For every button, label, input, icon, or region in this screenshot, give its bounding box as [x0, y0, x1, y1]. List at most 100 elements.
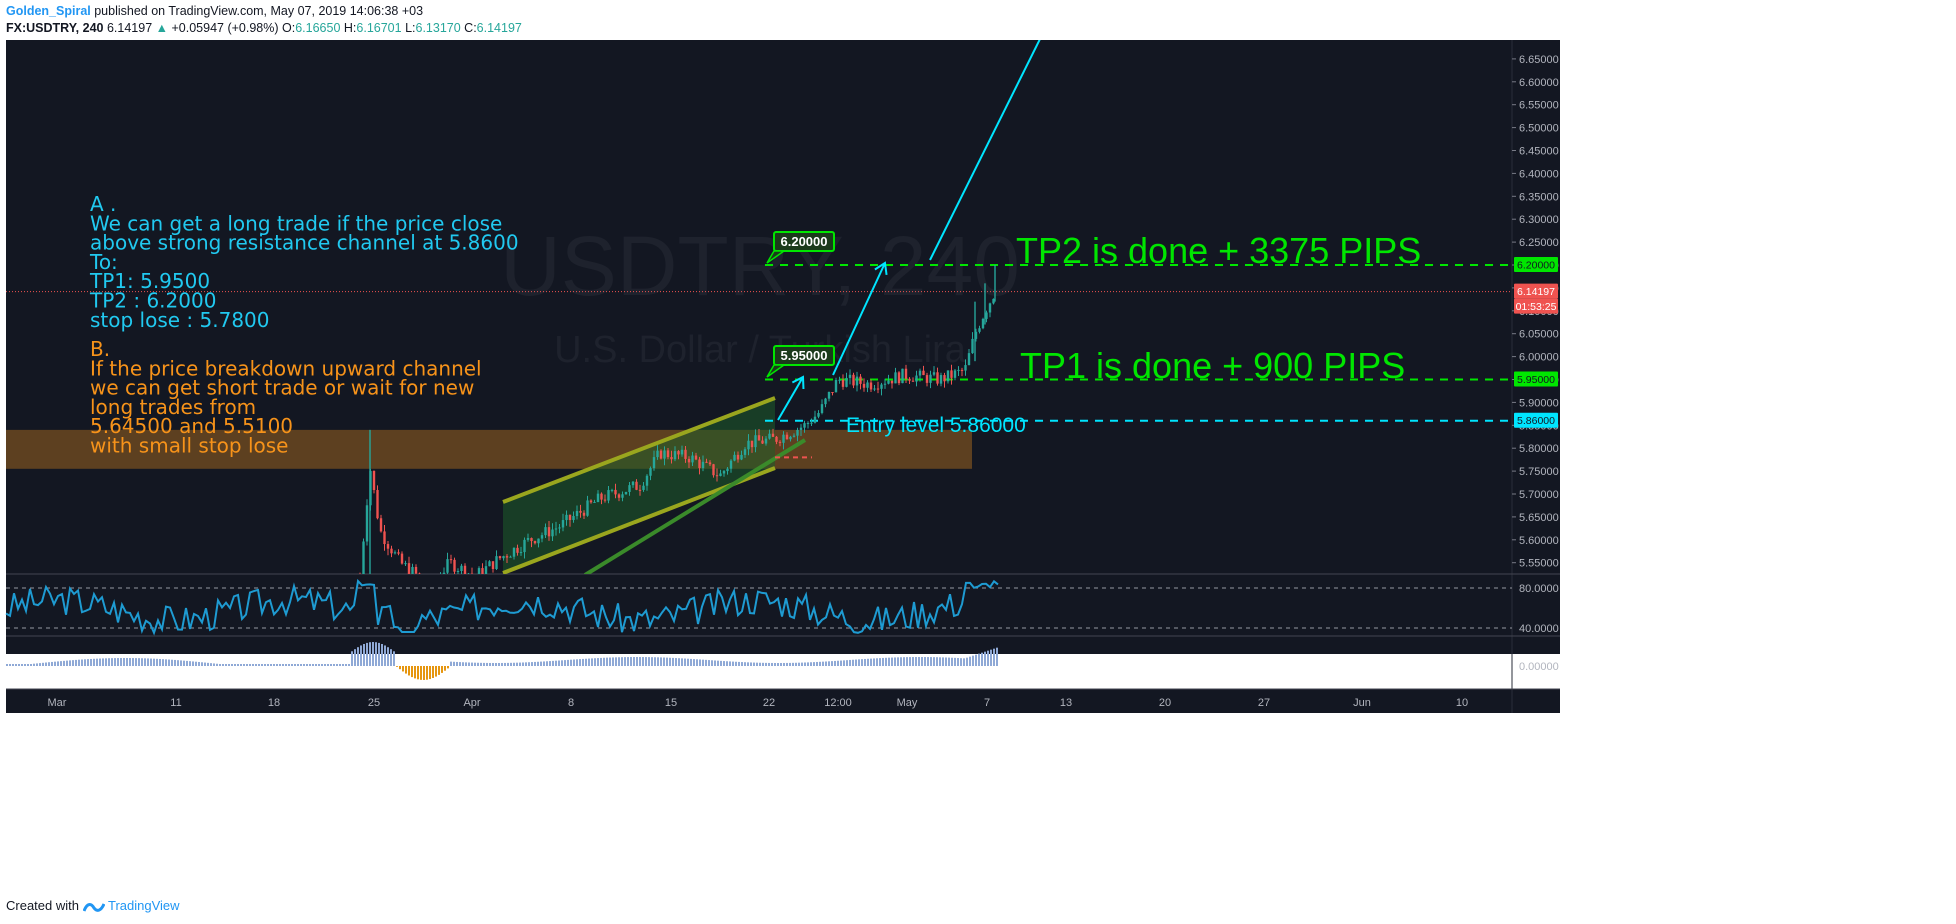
candle[interactable]	[645, 474, 649, 491]
candle[interactable]	[467, 573, 470, 584]
candle[interactable]	[533, 540, 537, 545]
trendline[interactable]	[583, 438, 807, 575]
candle[interactable]	[880, 382, 883, 396]
candle[interactable]	[572, 511, 575, 523]
candle[interactable]	[666, 447, 670, 460]
candle[interactable]	[866, 380, 869, 393]
candle[interactable]	[565, 510, 568, 526]
candle[interactable]	[726, 467, 729, 475]
candle[interactable]	[918, 368, 922, 382]
candle[interactable]	[386, 540, 390, 556]
candle[interactable]	[764, 436, 768, 446]
candle[interactable]	[729, 459, 733, 473]
resistance-zone[interactable]	[6, 429, 972, 469]
candle[interactable]	[831, 391, 834, 396]
candle[interactable]	[407, 556, 411, 577]
candle[interactable]	[967, 349, 971, 366]
candle[interactable]	[456, 568, 460, 576]
candle[interactable]	[869, 379, 873, 393]
candle[interactable]	[621, 491, 624, 502]
candle[interactable]	[929, 370, 932, 389]
candle[interactable]	[477, 566, 481, 576]
candle[interactable]	[705, 458, 708, 464]
callout-595[interactable]: 5.95000	[766, 345, 835, 378]
candle[interactable]	[404, 560, 407, 566]
candle[interactable]	[379, 514, 383, 533]
candle[interactable]	[953, 368, 957, 381]
candle[interactable]	[519, 546, 523, 556]
candle[interactable]	[481, 563, 484, 580]
plot-area[interactable]	[6, 40, 1512, 654]
candle[interactable]	[502, 555, 505, 561]
candle[interactable]	[491, 561, 495, 573]
candle[interactable]	[778, 440, 782, 447]
candle[interactable]	[691, 451, 694, 466]
candle[interactable]	[768, 429, 771, 440]
candle[interactable]	[579, 504, 582, 518]
candle[interactable]	[824, 397, 827, 408]
candle[interactable]	[834, 377, 838, 393]
candle[interactable]	[495, 550, 498, 570]
candle[interactable]	[743, 447, 747, 458]
candle[interactable]	[663, 446, 666, 466]
candle[interactable]	[904, 364, 908, 384]
candle[interactable]	[362, 538, 365, 580]
chart-canvas[interactable]: USDTRY, 240 U.S. Dollar / Turkish Lira 6.2…	[0, 40, 1956, 895]
candle[interactable]	[701, 455, 705, 472]
candle[interactable]	[925, 372, 929, 387]
main-pane[interactable]: USDTRY, 240 U.S. Dollar / Turkish Lira 6.2…	[6, 40, 1512, 589]
candles[interactable]	[359, 265, 996, 589]
candle[interactable]	[789, 435, 792, 442]
candle[interactable]	[712, 463, 715, 478]
rsi-line[interactable]	[5, 578, 999, 636]
candle[interactable]	[974, 328, 978, 342]
author-name[interactable]: Golden_Spiral	[6, 4, 91, 18]
candle[interactable]	[400, 551, 404, 565]
candle[interactable]	[642, 482, 645, 492]
candle[interactable]	[876, 381, 880, 394]
candle[interactable]	[376, 485, 379, 520]
candle[interactable]	[684, 445, 687, 463]
candle[interactable]	[698, 456, 701, 475]
candle[interactable]	[670, 450, 673, 464]
candle[interactable]	[449, 554, 453, 564]
candle[interactable]	[848, 369, 852, 385]
candle[interactable]	[890, 380, 894, 389]
candle[interactable]	[600, 492, 603, 505]
candle[interactable]	[775, 436, 778, 445]
candle[interactable]	[827, 391, 831, 402]
arrow-to-tp1[interactable]	[777, 376, 804, 421]
candle[interactable]	[960, 367, 964, 377]
candle[interactable]	[736, 451, 740, 463]
symbol-label[interactable]: FX:USDTRY, 240	[6, 21, 104, 35]
candle[interactable]	[372, 470, 376, 494]
tradingview-link[interactable]: TradingView	[108, 898, 180, 913]
candle[interactable]	[498, 555, 502, 561]
macd-pane[interactable]: 0.00000	[6, 642, 1559, 680]
candle[interactable]	[610, 488, 614, 493]
candle[interactable]	[915, 370, 918, 387]
time-axis[interactable]	[6, 689, 1512, 713]
candle[interactable]	[393, 550, 397, 555]
candle[interactable]	[530, 537, 533, 548]
candle[interactable]	[397, 549, 400, 556]
candle[interactable]	[659, 449, 663, 460]
candle[interactable]	[453, 557, 456, 575]
candle[interactable]	[782, 431, 785, 450]
candle[interactable]	[561, 513, 565, 532]
arrows[interactable]	[777, 40, 1042, 421]
candle[interactable]	[964, 359, 967, 376]
candle[interactable]	[719, 469, 722, 477]
candle[interactable]	[488, 560, 491, 567]
candle[interactable]	[359, 572, 361, 578]
candle[interactable]	[761, 436, 764, 444]
candle[interactable]	[509, 555, 512, 558]
candle[interactable]	[551, 523, 554, 541]
candle[interactable]	[568, 514, 572, 527]
candle[interactable]	[649, 466, 652, 481]
candle[interactable]	[897, 371, 901, 386]
candle[interactable]	[540, 532, 544, 543]
candle[interactable]	[873, 384, 876, 392]
candle[interactable]	[547, 520, 551, 541]
candle[interactable]	[740, 450, 743, 461]
